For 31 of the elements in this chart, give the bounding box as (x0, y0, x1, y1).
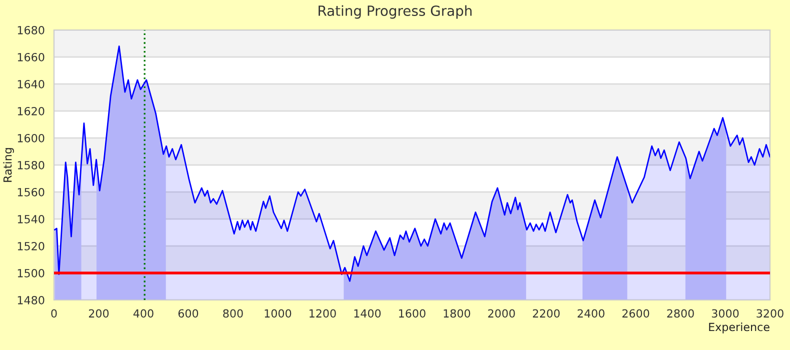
x-tick-label: 200 (88, 309, 109, 318)
y-tick-label: 1520 (18, 242, 44, 250)
y-axis-title: Rating (3, 148, 14, 182)
x-tick-label: 2400 (578, 309, 604, 318)
x-tick-label: 0 (51, 309, 57, 318)
x-tick-label: 1200 (310, 309, 336, 318)
x-tick-label: 2600 (622, 309, 650, 318)
x-tick-label: 400 (133, 309, 154, 318)
y-tick-label: 1620 (18, 106, 44, 116)
y-tick-label: 1660 (18, 52, 44, 62)
x-tick-label: 600 (178, 309, 198, 318)
y-tick-label: 1500 (18, 268, 44, 278)
x-tick-label: 3000 (712, 309, 739, 318)
x-tick-label: 1400 (354, 309, 381, 318)
x-tick-label: 2200 (532, 309, 560, 318)
x-axis-title: Experience (709, 322, 770, 334)
y-tick-label: 1640 (18, 80, 44, 88)
chart-title: Rating Progress Graph (318, 5, 472, 19)
y-tick-label: 1600 (18, 134, 44, 142)
x-tick-label: 1000 (264, 309, 292, 318)
x-tick-label: 800 (223, 309, 243, 318)
x-tick-label: 1600 (399, 309, 426, 318)
x-tick-label: 1800 (444, 309, 470, 318)
x-tick-label: 3200 (756, 309, 784, 318)
y-tick-label: 1480 (18, 296, 44, 304)
y-tick-label: 1540 (18, 214, 44, 224)
y-tick-label: 1560 (18, 188, 44, 196)
x-tick-label: 2000 (488, 309, 515, 318)
y-tick-label: 1580 (18, 160, 44, 170)
x-tick-label: 2800 (667, 309, 694, 318)
y-tick-label: 1680 (18, 26, 44, 34)
